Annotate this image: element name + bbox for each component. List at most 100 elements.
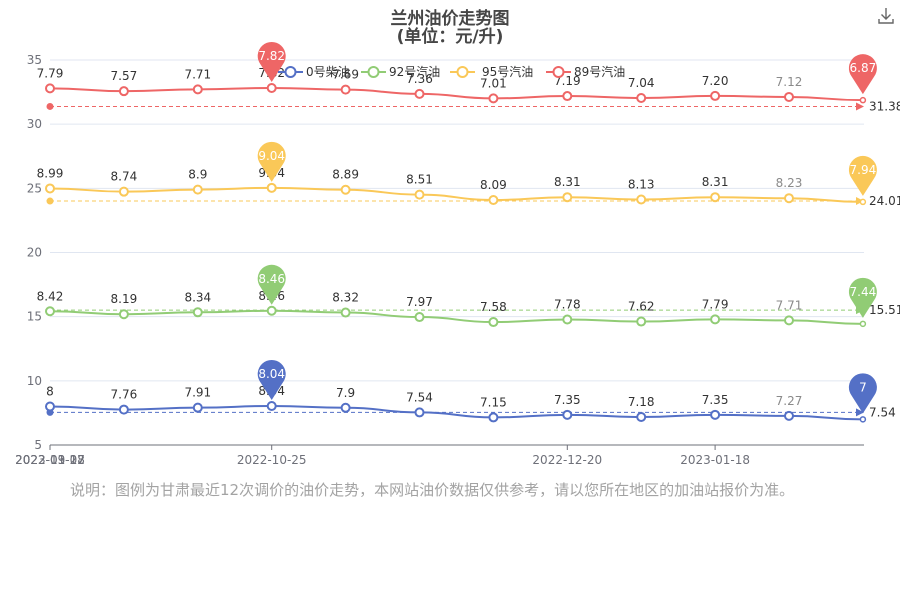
markpoint-pin xyxy=(848,54,877,95)
legend-label: 92号汽油 xyxy=(389,64,440,79)
download-icon[interactable] xyxy=(875,5,897,27)
average-label: 7.54 xyxy=(869,405,896,419)
last-markpoint: 7 xyxy=(848,373,877,414)
last-markpoint: 7.94 xyxy=(848,155,877,196)
data-label: 7.97 xyxy=(406,295,433,309)
data-point xyxy=(784,410,794,421)
series-3: 31.387.797.577.717.827.697.367.017.197.0… xyxy=(37,66,900,113)
data-label: 8.19 xyxy=(111,292,138,306)
x-tick-label: 2022-12-20 xyxy=(532,453,602,467)
data-point xyxy=(488,195,499,206)
data-label: 8.51 xyxy=(406,173,433,187)
data-point xyxy=(340,307,351,318)
data-point xyxy=(45,183,55,194)
data-label: 7.12 xyxy=(776,75,803,89)
legend-item[interactable]: 95号汽油 xyxy=(450,64,533,79)
data-label: 7.62 xyxy=(628,300,655,314)
data-label: 7.27 xyxy=(776,394,803,408)
data-point xyxy=(859,96,867,104)
data-point xyxy=(636,412,647,423)
data-label: 7.91 xyxy=(184,386,211,400)
chart-note: 说明：图例为甘肃最近12次调价的油价走势，本网站油价数据仅供参考，请以您所在地区… xyxy=(70,481,795,499)
data-point xyxy=(488,412,499,423)
data-label: 7.71 xyxy=(184,67,211,81)
data-point xyxy=(562,314,573,325)
data-label: 7.20 xyxy=(702,74,729,88)
legend-item[interactable]: 89号汽油 xyxy=(546,64,625,79)
data-point xyxy=(340,402,351,413)
markpoint-pin xyxy=(848,155,877,196)
data-label: 7.79 xyxy=(37,66,64,80)
average-label: 15.51 xyxy=(869,303,900,317)
y-tick-label: 25 xyxy=(27,181,42,195)
data-point xyxy=(266,182,277,193)
markpoint-label: 8.46 xyxy=(258,272,285,286)
average-label: 24.01 xyxy=(869,194,900,208)
data-label: 8.99 xyxy=(37,166,64,180)
data-label: 7.58 xyxy=(480,300,507,314)
data-point xyxy=(562,192,573,203)
x-tick-label: 2022-10-25 xyxy=(237,453,307,467)
data-point xyxy=(784,91,794,102)
data-label: 7.15 xyxy=(480,395,507,409)
markpoint-label: 8.04 xyxy=(258,367,285,381)
data-point xyxy=(45,83,55,94)
y-tick-label: 5 xyxy=(34,438,42,452)
legend-marker xyxy=(367,66,380,78)
legend-marker xyxy=(552,66,565,78)
data-point xyxy=(710,192,721,203)
data-label: 8.89 xyxy=(332,168,359,182)
x-tick-label: 2022-11-22 xyxy=(15,453,85,467)
data-label: 8.42 xyxy=(37,289,64,303)
legend-marker xyxy=(284,66,297,78)
data-point xyxy=(636,92,647,103)
data-label: 7.35 xyxy=(702,393,729,407)
data-label: 7.69 xyxy=(332,68,359,82)
data-label: 8.09 xyxy=(480,178,507,192)
data-point xyxy=(192,307,203,318)
x-tick-label: 2023-01-18 xyxy=(680,453,750,467)
data-label: 7.57 xyxy=(111,69,138,83)
markpoint-label: 6.87 xyxy=(850,61,877,75)
y-tick-label: 30 xyxy=(27,117,42,131)
markpoint-pin xyxy=(257,264,286,305)
legend-item[interactable]: 0号柴油 xyxy=(278,65,350,79)
data-label: 7.01 xyxy=(480,76,507,90)
data-point xyxy=(192,402,203,413)
data-point xyxy=(562,91,573,102)
max-markpoint: 9.04 xyxy=(257,141,286,182)
data-point xyxy=(859,198,867,206)
data-label: 8 xyxy=(46,385,54,399)
chart-subtitle: (单位：元/升) xyxy=(396,27,504,47)
y-tick-label: 20 xyxy=(27,246,42,260)
data-point xyxy=(414,312,425,323)
data-point xyxy=(636,316,647,327)
data-label: 7.76 xyxy=(111,388,138,402)
last-markpoint: 7.44 xyxy=(848,277,877,318)
data-label: 8.31 xyxy=(554,175,581,189)
data-point xyxy=(266,305,277,316)
series-1: 15.518.428.198.348.468.327.977.587.787.6… xyxy=(37,289,900,328)
data-point xyxy=(710,90,721,101)
max-markpoint: 7.82 xyxy=(257,41,286,82)
legend-label: 0号柴油 xyxy=(306,65,350,79)
markpoint-pin xyxy=(848,277,877,318)
data-label: 7.78 xyxy=(554,297,581,311)
data-point xyxy=(118,309,129,320)
data-point xyxy=(118,404,129,415)
markpoint-label: 7.44 xyxy=(850,285,877,299)
legend-item[interactable]: 92号汽油 xyxy=(361,64,440,79)
data-point xyxy=(859,320,867,328)
data-label: 8.34 xyxy=(184,290,211,304)
data-point xyxy=(45,401,55,412)
max-markpoint: 8.46 xyxy=(257,264,286,305)
data-label: 7.18 xyxy=(628,395,655,409)
y-tick-label: 15 xyxy=(27,310,42,324)
data-point xyxy=(118,86,129,97)
average-line-start xyxy=(46,102,54,110)
markpoint-label: 7.94 xyxy=(850,163,877,177)
markpoint-pin xyxy=(257,41,286,82)
data-label: 7.35 xyxy=(554,393,581,407)
